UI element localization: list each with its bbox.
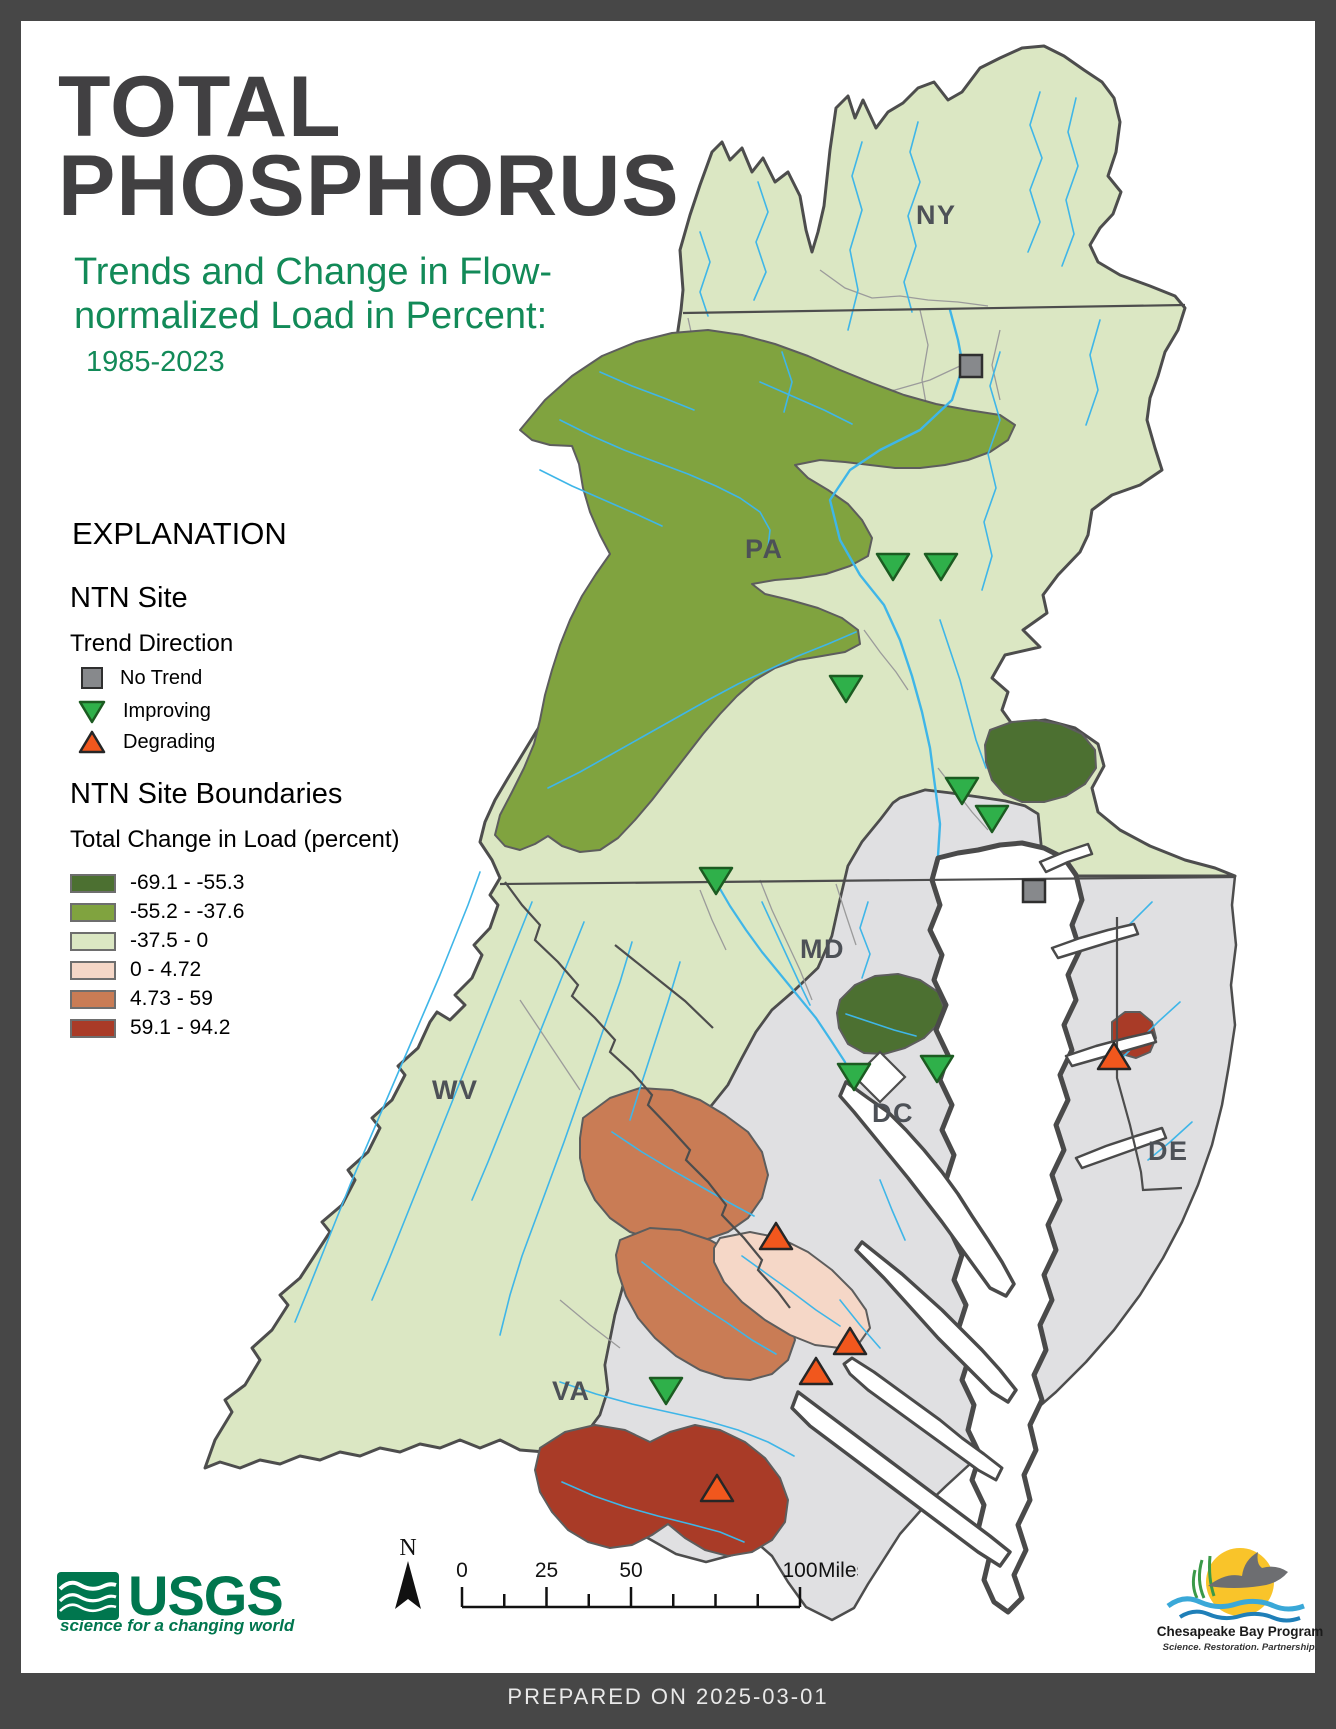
improving-triangle-icon: [828, 674, 864, 704]
improving-triangle-icon: [944, 776, 980, 806]
scale-tick-label: 50: [619, 1559, 642, 1582]
subtitle-line-1: Trends and Change in Flow-: [74, 251, 553, 293]
class-swatch: [70, 931, 116, 951]
subtitle-line-2: normalized Load in Percent:: [74, 295, 548, 338]
class-label: -37.5 - 0: [130, 929, 209, 952]
ntn-site-heading: NTN Site: [70, 582, 188, 614]
scale-bar: [460, 1587, 802, 1609]
no-trend-markers: [958, 353, 1047, 904]
triangle-up-icon: [78, 730, 106, 754]
degrading-triangle-icon: [699, 1473, 735, 1503]
legend-row-no-trend: No Trend: [80, 666, 202, 690]
class-label: 59.1 - 94.2: [130, 1016, 231, 1039]
state-label-dc: DC: [872, 1098, 914, 1128]
north-arrow-icon: [395, 1561, 421, 1609]
class-swatch: [70, 873, 116, 893]
page-subtitle: Trends and Change in Flow- normalized Lo…: [74, 250, 552, 339]
class-swatch: [70, 902, 116, 922]
class-swatch: [70, 989, 116, 1009]
legend-label-improving: Improving: [123, 700, 211, 722]
state-label-va: VA: [552, 1376, 591, 1406]
scale-tick-label: 0: [456, 1559, 468, 1582]
degrading-markers: [699, 1041, 1132, 1503]
square-icon: [81, 667, 103, 689]
legend-label-no-trend: No Trend: [120, 666, 203, 689]
class-label: 4.73 - 59: [130, 987, 213, 1010]
north-arrow-label: N: [399, 1535, 416, 1561]
legend-class-row: -69.1 - -55.3: [70, 871, 244, 895]
ntn-site-boundaries-heading: NTN Site Boundaries: [70, 778, 343, 810]
total-change-heading: Total Change in Load (percent): [70, 826, 400, 853]
page-title: TOTAL PHOSPHORUS: [58, 59, 680, 235]
north-arrow-and-scale: N 0 25 50 100 Miles: [395, 1535, 858, 1609]
waves-icon: [1166, 1596, 1305, 1623]
chesapeake-bay-water: [790, 840, 1168, 1615]
legend-class-row: 59.1 - 94.2: [70, 1016, 230, 1040]
subtitle-years: 1985-2023: [86, 346, 225, 378]
degrading-triangle-icon: [758, 1221, 794, 1251]
cbp-name: Chesapeake Bay Program: [1157, 1624, 1324, 1639]
legend-row-improving: Improving: [77, 698, 211, 725]
goose-icon: [1208, 1552, 1288, 1588]
trend-direction-heading: Trend Direction: [70, 630, 234, 657]
improving-markers: [648, 552, 1010, 1406]
title-line-1: TOTAL: [58, 59, 342, 155]
scale-tick-label: 100: [782, 1559, 817, 1582]
improving-triangle-icon: [919, 1054, 955, 1084]
scale-tick-label: 25: [535, 1559, 558, 1582]
prepared-on-text: PREPARED ON 2025-03-01: [507, 1684, 829, 1709]
degrading-triangle-icon: [832, 1326, 868, 1356]
improving-triangle-icon: [974, 804, 1010, 834]
footer-bar: PREPARED ON 2025-03-01: [0, 1684, 1336, 1710]
title-line-2: PHOSPHORUS: [58, 138, 680, 235]
grass-icon: [1191, 1555, 1216, 1599]
triangle-down-icon: [78, 700, 106, 724]
scale-unit-label: Miles: [818, 1559, 858, 1582]
improving-triangle-icon: [923, 552, 959, 582]
no-trend-square-icon: [958, 353, 984, 379]
improving-triangle-icon: [648, 1376, 684, 1406]
state-label-pa: PA: [745, 534, 784, 564]
legend-class-row: 4.73 - 59: [70, 987, 213, 1011]
improving-triangle-icon: [698, 866, 734, 896]
rivers: [294, 91, 1193, 1543]
improving-triangle-icon: [836, 1062, 872, 1092]
explanation-heading: EXPLANATION: [72, 516, 287, 551]
watershed-region-dark-green: [836, 719, 1097, 1055]
improving-triangle-icon: [875, 552, 911, 582]
no-trend-square-icon: [1021, 878, 1047, 904]
legend-class-row: 0 - 4.72: [70, 958, 201, 982]
usgs-wordmark: USGS: [128, 1564, 284, 1627]
class-label: -55.2 - -37.6: [130, 900, 245, 923]
state-label-de: DE: [1148, 1136, 1189, 1166]
legend-label-degrading: Degrading: [123, 731, 216, 753]
class-label: -69.1 - -55.3: [130, 871, 245, 894]
usgs-tagline: science for a changing world: [60, 1616, 295, 1635]
class-swatch: [70, 1018, 116, 1038]
scale-labels: 0 25 50 100 Miles: [456, 1559, 858, 1582]
usgs-wave-icon: [57, 1571, 119, 1620]
class-label: 0 - 4.72: [130, 958, 202, 981]
cbp-tagline: Science. Restoration. Partnership.: [1163, 1642, 1318, 1653]
watershed-region-olive: [494, 329, 1016, 853]
state-label-md: MD: [800, 934, 845, 964]
degrading-triangle-icon: [1096, 1041, 1132, 1071]
legend-class-row: -37.5 - 0: [70, 929, 208, 953]
legend-class-row: -55.2 - -37.6: [70, 900, 244, 924]
usgs-logo: USGS: [56, 1563, 284, 1628]
legend-row-degrading: Degrading: [77, 729, 215, 756]
degrading-triangle-icon: [798, 1356, 834, 1386]
watershed-region-salmon: [579, 1087, 796, 1381]
chesapeake-bay-program-logo: Chesapeake Bay Program Science. Restorat…: [1157, 1548, 1324, 1653]
class-swatch: [70, 960, 116, 980]
state-labels: NY PA MD WV DC DE VA: [432, 200, 1189, 1406]
state-label-wv: WV: [432, 1075, 479, 1105]
state-label-ny: NY: [916, 200, 957, 230]
